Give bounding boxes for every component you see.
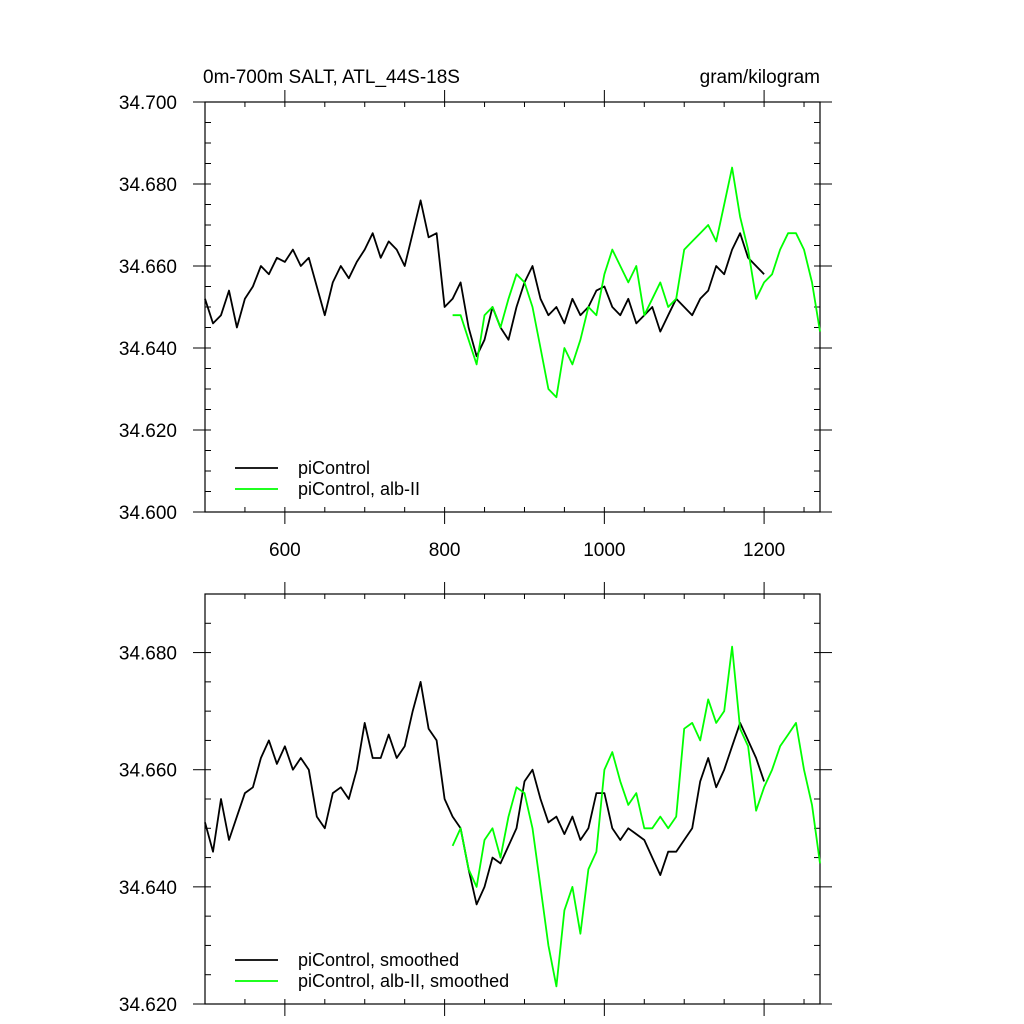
legend-label: piControl, alb-II, smoothed (298, 971, 509, 991)
y-tick-label: 34.620 (119, 421, 177, 442)
y-tick-label: 34.640 (119, 339, 177, 360)
series-line-1 (204, 681, 765, 906)
legend-label: piControl, smoothed (298, 950, 459, 970)
y-tick-label: 34.640 (119, 878, 177, 899)
units-label: gram/kilogram (700, 67, 820, 88)
legend-label: piControl, alb-II (298, 479, 420, 499)
y-tick-label: 34.680 (119, 175, 177, 196)
series-line-2 (451, 645, 821, 988)
chart-title: 0m-700m SALT, ATL_44S-18S (203, 67, 460, 88)
bottom-panel: 34.620 34.640 34.660 34.680 piControl, smoot… (119, 582, 832, 1016)
y-tick-label: 34.620 (119, 995, 177, 1016)
y-tick-label: 34.680 (119, 644, 177, 665)
x-tick-label: 1200 (743, 540, 785, 561)
y-tick-label: 34.700 (119, 93, 177, 114)
plot-frame (204, 101, 821, 513)
y-tick-label: 34.600 (119, 503, 177, 524)
series-line-1 (204, 199, 765, 358)
legend-label: piControl (298, 458, 370, 478)
top-panel: 0m-700m SALT, ATL_44S-18S gram/kilogram … (119, 67, 832, 561)
x-tick-label: 600 (269, 540, 301, 561)
x-tick-label: 1000 (583, 540, 625, 561)
series-line-2 (452, 166, 821, 399)
y-tick-label: 34.660 (119, 257, 177, 278)
x-tick-label: 800 (429, 540, 461, 561)
y-tick-label: 34.660 (119, 761, 177, 782)
